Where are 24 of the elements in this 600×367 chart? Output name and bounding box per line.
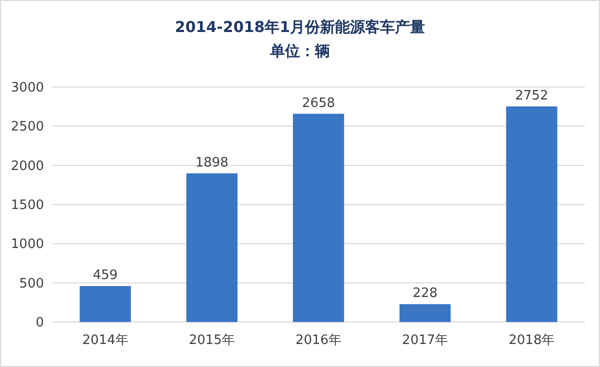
bar [186,173,238,322]
bar [400,304,451,322]
y-tick-label: 1500 [10,198,44,214]
data-label: 1898 [195,155,228,170]
data-label: 2752 [515,88,548,104]
bar [292,114,344,322]
data-label: 228 [412,286,438,302]
x-tick-label: 2015年 [188,333,235,348]
y-tick-label: 2000 [10,158,44,174]
bar [506,106,558,322]
y-tick-label: 3000 [10,80,44,96]
x-tick-label: 2017年 [402,333,448,348]
chart-title: 2014-2018年1月份新能源客车产量 [174,18,426,36]
y-tick-label: 0 [36,316,44,331]
chart-subtitle: 单位：辆 [269,42,330,60]
x-tick-label: 2014年 [82,333,128,348]
x-tick-label: 2016年 [295,333,342,348]
data-label: 2658 [302,96,336,111]
y-tick-label: 1000 [10,237,44,252]
x-tick-label: 2018年 [508,333,555,348]
y-tick-label: 2500 [10,120,44,135]
y-tick-label: 500 [19,276,44,292]
data-label: 459 [92,268,118,284]
bar [80,286,131,322]
